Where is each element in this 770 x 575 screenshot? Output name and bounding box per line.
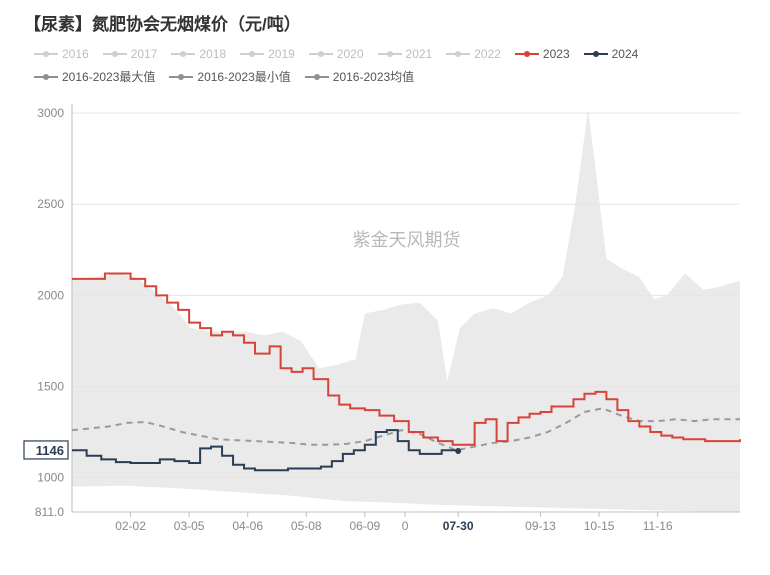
svg-text:2000: 2000 <box>37 288 64 302</box>
svg-text:09-13: 09-13 <box>525 519 556 533</box>
legend-marker <box>515 49 539 59</box>
legend-marker <box>171 49 195 59</box>
svg-text:06-09: 06-09 <box>349 519 380 533</box>
legend-item[interactable]: 2016-2023均值 <box>305 66 414 88</box>
legend-marker <box>169 72 193 82</box>
legend-item[interactable]: 2016-2023最大值 <box>34 66 155 88</box>
legend-label: 2021 <box>406 43 433 65</box>
legend-label: 2016-2023最小值 <box>197 66 290 88</box>
legend-item[interactable]: 2024 <box>584 43 639 65</box>
legend-label: 2017 <box>131 43 158 65</box>
svg-text:02-02: 02-02 <box>115 519 146 533</box>
legend-label: 2024 <box>612 43 639 65</box>
legend-item[interactable]: 2020 <box>309 43 364 65</box>
legend-label: 2018 <box>199 43 226 65</box>
legend-item[interactable]: 2023 <box>515 43 570 65</box>
svg-text:03-05: 03-05 <box>174 519 205 533</box>
chart-title: 【尿素】氮肥协会无烟煤价（元/吨） <box>0 0 770 41</box>
legend-item[interactable]: 2016 <box>34 43 89 65</box>
legend-marker <box>34 72 58 82</box>
svg-text:07-30: 07-30 <box>443 519 474 533</box>
legend-marker <box>378 49 402 59</box>
legend-item[interactable]: 2021 <box>378 43 433 65</box>
chart-svg: 811.0 1000 1500 2000 2500 3000 02-02 03-05 04-06… <box>20 96 750 546</box>
svg-text:1146: 1146 <box>36 443 64 458</box>
svg-text:11-16: 11-16 <box>643 519 673 533</box>
legend-marker <box>240 49 264 59</box>
legend-item[interactable]: 2016-2023最小值 <box>169 66 290 88</box>
svg-text:10-15: 10-15 <box>584 519 615 533</box>
svg-text:04-06: 04-06 <box>232 519 263 533</box>
legend-label: 2016-2023最大值 <box>62 66 155 88</box>
legend-item[interactable]: 2019 <box>240 43 295 65</box>
legend-label: 2020 <box>337 43 364 65</box>
legend-marker <box>309 49 333 59</box>
legend-item[interactable]: 2018 <box>171 43 226 65</box>
svg-text:3000: 3000 <box>37 106 64 120</box>
svg-text:05-08: 05-08 <box>291 519 322 533</box>
legend-label: 2016-2023均值 <box>333 66 414 88</box>
legend-marker <box>305 72 329 82</box>
legend-item[interactable]: 2017 <box>103 43 158 65</box>
legend-label: 2019 <box>268 43 295 65</box>
svg-text:1000: 1000 <box>37 471 64 485</box>
legend-marker <box>584 49 608 59</box>
legend-marker <box>103 49 127 59</box>
legend-marker <box>34 49 58 59</box>
legend-label: 2023 <box>543 43 570 65</box>
legend-item[interactable]: 2022 <box>446 43 501 65</box>
svg-text:811.0: 811.0 <box>35 505 64 519</box>
legend-marker <box>446 49 470 59</box>
legend-label: 2016 <box>62 43 89 65</box>
svg-text:2500: 2500 <box>37 197 64 211</box>
svg-text:1500: 1500 <box>37 379 64 393</box>
legend-label: 2022 <box>474 43 501 65</box>
legend: 2016 2017 2018 2019 2020 2021 2022 2023 2024 2016… <box>0 41 770 93</box>
svg-text:0: 0 <box>402 519 409 533</box>
chart-area: 紫金天风期货 811.01000150020002500300002-0203-… <box>20 96 750 546</box>
